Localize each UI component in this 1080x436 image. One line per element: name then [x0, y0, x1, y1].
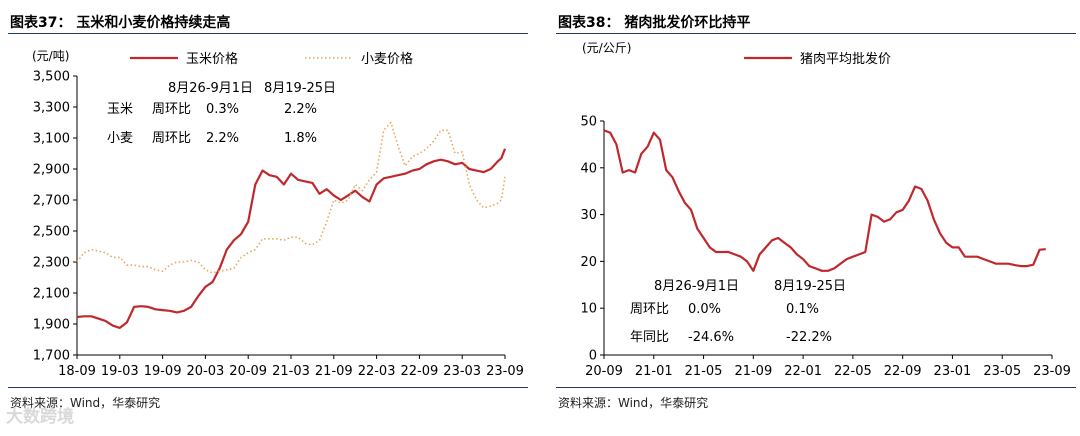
annotation-header: 8月19-25日: [264, 81, 336, 96]
annotation-value: 0.0%: [688, 302, 721, 317]
annotation-metric: 年同比: [630, 330, 669, 345]
x-tick-label: 23-01: [934, 364, 972, 379]
x-tick-label: 22-01: [784, 364, 822, 379]
annotation-header: 8月26-9月1日: [654, 279, 739, 294]
x-tick-label: 22-09: [884, 364, 922, 379]
annotation-value: 0.1%: [786, 302, 819, 317]
x-tick-label: 21-09: [734, 364, 772, 379]
y-tick-label: 10: [580, 302, 597, 317]
x-tick-label: 20-09: [585, 364, 623, 379]
x-tick-label: 22-09: [401, 364, 439, 379]
y-unit-label: (元/公斤): [582, 41, 631, 55]
annotation-metric: 周环比: [152, 102, 191, 117]
y-tick-label: 50: [580, 115, 597, 130]
watermark: 大数跨境: [6, 407, 74, 427]
x-tick-label: 22-03: [358, 364, 396, 379]
y-tick-label: 1,700: [33, 349, 70, 364]
x-tick-label: 23-05: [983, 364, 1021, 379]
x-tick-label: 20-03: [187, 364, 225, 379]
title-rule: [8, 33, 528, 34]
y-tick-label: 40: [580, 161, 597, 176]
x-tick-label: 23-03: [443, 364, 481, 379]
y-unit-label: (元/吨): [32, 49, 69, 63]
x-tick-label: 20-09: [229, 364, 267, 379]
annotation-value: 2.2%: [206, 131, 239, 146]
x-tick-label: 19-09: [144, 364, 182, 379]
chart-panel-right: 图表38： 猪肉批发价环比持平 0 10 20 30 40 50 20-09 21-01 21-…: [548, 0, 1080, 436]
annotation-value: 1.8%: [284, 131, 317, 146]
annotation-header: 8月19-25日: [774, 279, 846, 294]
annotation-value: 2.2%: [284, 102, 317, 117]
chart-panel-left: 图表37： 玉米和小麦价格持续走高 1,700 1,900 2,100 2,300 2,…: [0, 0, 532, 436]
x-tick-label: 21-09: [315, 364, 353, 379]
y-tick-label: 2,100: [33, 287, 70, 302]
annotation-value: -24.6%: [688, 330, 734, 345]
annotation-item: 小麦: [107, 131, 133, 146]
series-line-1: [76, 148, 507, 329]
annotation-metric: 周环比: [630, 302, 669, 317]
annotation-header: 8月26-9月1日: [168, 81, 253, 96]
annotation-item: 玉米: [107, 102, 133, 117]
source-rule: [556, 387, 1076, 388]
y-tick-label: 3,300: [33, 101, 70, 116]
annotation-metric: 周环比: [152, 131, 191, 146]
source-note: 资料来源：Wind，华泰研究: [558, 396, 709, 410]
x-tick-label: 19-03: [101, 364, 139, 379]
series-line-1: [603, 129, 1046, 272]
annotation-value: 0.3%: [206, 102, 239, 117]
annotation-value: -22.2%: [786, 330, 832, 345]
source-rule: [8, 387, 528, 388]
x-tick-label: 21-01: [635, 364, 673, 379]
y-tick-label: 20: [580, 255, 597, 270]
series-line-2: [76, 121, 506, 274]
x-tick-label: 21-03: [272, 364, 310, 379]
y-tick-label: 30: [580, 208, 597, 223]
y-tick-label: 3,500: [33, 70, 70, 85]
source-note: 资料来源：Wind，华泰研究: [10, 396, 161, 410]
x-tick-label: 18-09: [58, 364, 96, 379]
chart-title: 图表37： 玉米和小麦价格持续走高: [10, 15, 231, 31]
pork-price-chart: 0 10 20 30 40 50 20-09 21-01 21-05 21-09 22-01 22-0…: [580, 41, 1071, 379]
y-tick-label: 0: [589, 349, 597, 364]
y-tick-label: 3,100: [33, 132, 70, 147]
x-tick-label: 23-09: [486, 364, 524, 379]
x-tick-label: 23-09: [1033, 364, 1071, 379]
legend-label: 小麦价格: [361, 51, 413, 67]
x-tick-label: 22-05: [834, 364, 872, 379]
x-tick-label: 21-05: [685, 364, 723, 379]
y-tick-label: 2,700: [33, 194, 70, 209]
title-rule: [556, 33, 1076, 34]
y-tick-label: 2,900: [33, 163, 70, 178]
y-tick-label: 1,900: [33, 318, 70, 333]
chart-title: 图表38： 猪肉批发价环比持平: [558, 15, 751, 31]
legend-label: 玉米价格: [186, 51, 238, 67]
y-tick-label: 2,500: [33, 225, 70, 240]
legend-label: 猪肉平均批发价: [800, 51, 891, 67]
corn-wheat-price-chart: 1,700 1,900 2,100 2,300 2,500 2,700 2,900 3,100…: [32, 49, 524, 379]
y-tick-label: 2,300: [33, 256, 70, 271]
